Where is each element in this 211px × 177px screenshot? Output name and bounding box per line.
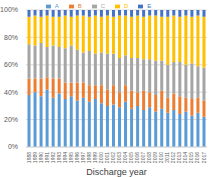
html-text:D: D [124,3,129,9]
svg-text:2009: 2009 [152,152,159,164]
svg-text:1998: 1998 [85,152,92,164]
html-text:C: C [100,3,105,9]
html-text:E: E [147,3,152,9]
svg-text:2000: 2000 [98,152,104,164]
svg-text:1996: 1996 [73,152,80,164]
svg-text:2012: 2012 [170,152,177,164]
svg-text:1997: 1997 [79,152,86,164]
svg-text:1992: 1992 [49,152,56,164]
svg-text:2004: 2004 [122,152,129,164]
svg-text:2013: 2013 [176,152,183,164]
svg-text:2008: 2008 [146,152,153,164]
svg-text:100%: 100% [8,6,18,13]
svg-text:2001: 2001 [104,152,110,164]
svg-text:1989: 1989 [31,152,38,164]
svg-text:1999: 1999 [91,152,98,164]
html-text:B: B [77,3,82,9]
html-text:A: A [54,3,59,9]
svg-text:20%: 20% [8,116,18,123]
svg-text:1994: 1994 [61,152,68,164]
svg-text:2011: 2011 [164,152,171,163]
svg-text:2006: 2006 [134,152,141,164]
svg-text:2002: 2002 [110,152,116,164]
svg-text:1993: 1993 [55,152,62,164]
svg-text:2014: 2014 [182,152,189,164]
svg-text:2005: 2005 [128,152,135,164]
svg-text:1988: 1988 [25,152,32,164]
svg-text:2003: 2003 [116,152,123,164]
svg-text:2015: 2015 [188,152,195,164]
svg-text:Discharge year: Discharge year [86,167,147,177]
svg-text:1990: 1990 [37,152,44,164]
svg-text:2010: 2010 [158,152,165,164]
svg-text:40%: 40% [8,89,18,96]
svg-text:60%: 60% [8,61,18,68]
svg-text:0%: 0% [8,143,18,150]
svg-text:2017: 2017 [201,152,203,163]
svg-text:80%: 80% [8,34,18,41]
svg-text:1991: 1991 [43,152,50,164]
svg-text:2016: 2016 [194,152,201,164]
svg-text:2007: 2007 [140,152,147,164]
svg-text:1995: 1995 [67,152,74,164]
